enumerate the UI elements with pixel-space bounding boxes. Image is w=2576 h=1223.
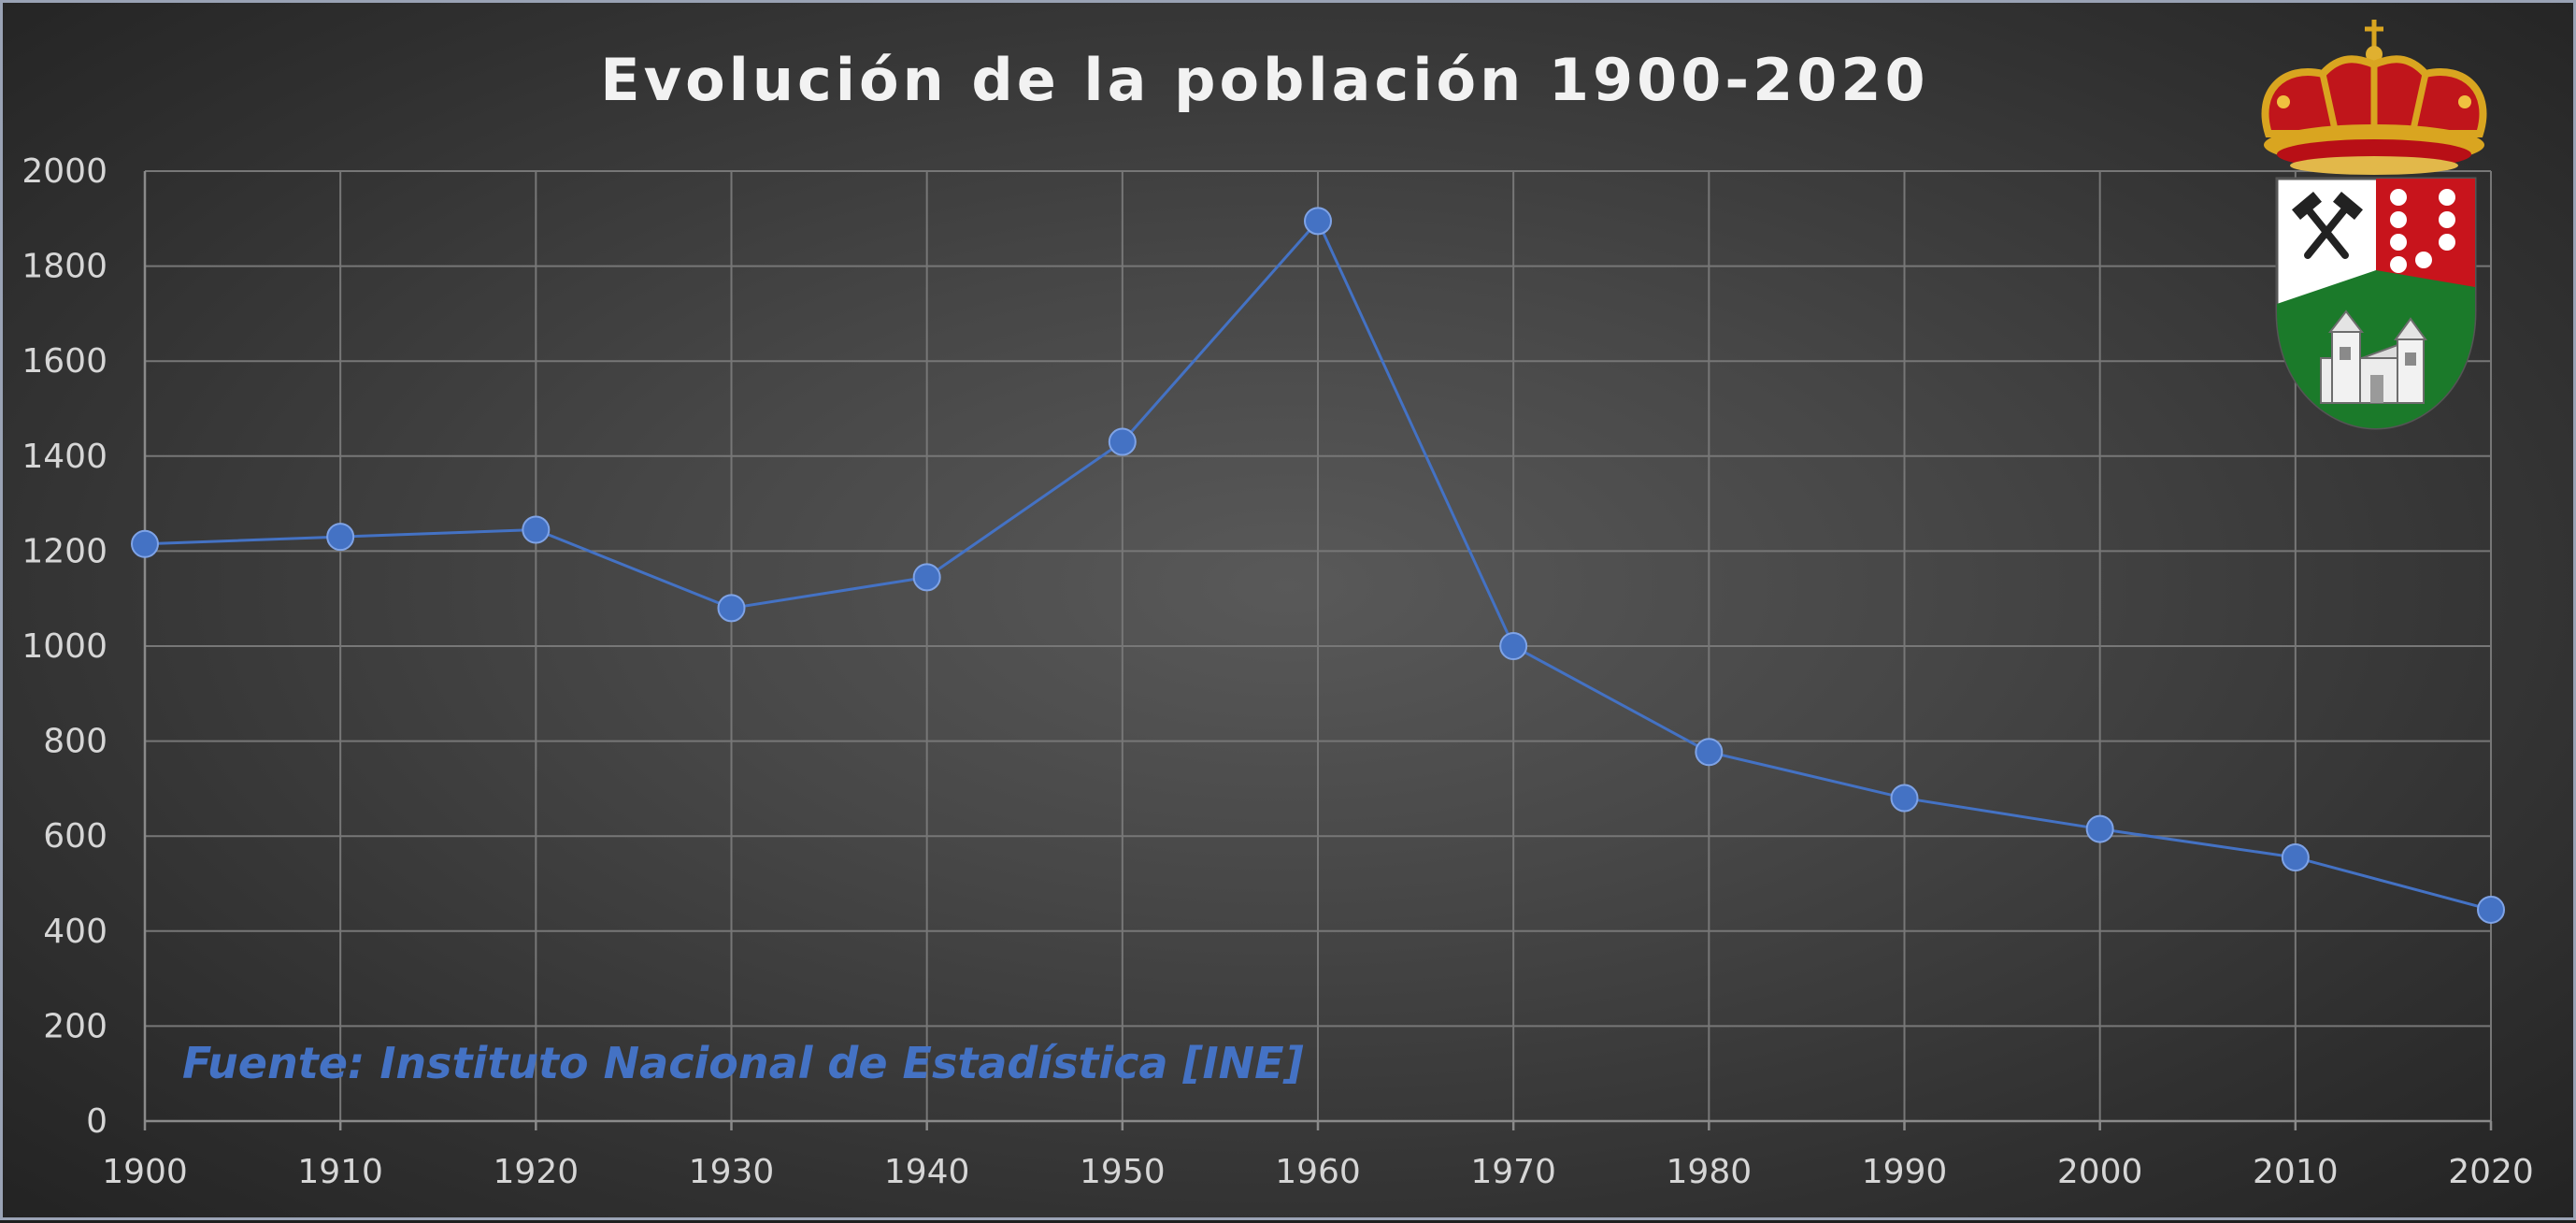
x-tick-label: 2000 xyxy=(2057,1153,2143,1191)
coat-of-arms-icon xyxy=(2261,20,2487,430)
x-tick-label: 2020 xyxy=(2448,1153,2534,1191)
y-tick-label: 0 xyxy=(86,1102,107,1141)
data-point-1940 xyxy=(912,563,941,592)
x-tick-label: 1970 xyxy=(1470,1153,1556,1191)
church-icon xyxy=(2320,309,2427,404)
data-point-1970 xyxy=(1499,632,1528,660)
y-tick-label: 1000 xyxy=(21,627,107,666)
y-tick-label: 1600 xyxy=(21,342,107,381)
line-chart: 0 200 400 600 800 1000 1200 1400 1600 1800 2000 19… xyxy=(21,20,2534,1191)
x-tick-label: 2010 xyxy=(2253,1153,2339,1191)
x-tick-label: 1930 xyxy=(689,1153,775,1191)
data-point-2010 xyxy=(2281,843,2310,872)
y-tick-labels: 0 200 400 600 800 1000 1200 1400 1600 1800 2000 xyxy=(21,152,107,1141)
series xyxy=(131,207,2505,924)
source-annotation: Fuente: Instituto Nacional de Estadístic… xyxy=(182,1038,1304,1088)
y-tick-label: 1200 xyxy=(21,532,107,570)
x-tick-label: 1920 xyxy=(494,1153,580,1191)
x-tick-label: 1950 xyxy=(1080,1153,1166,1191)
x-tick-label: 1910 xyxy=(297,1153,383,1191)
y-tick-label: 800 xyxy=(43,723,107,761)
data-point-1980 xyxy=(1695,738,1724,767)
y-tick-label: 400 xyxy=(43,913,107,951)
data-point-1930 xyxy=(717,594,746,623)
data-point-1990 xyxy=(1890,784,1919,813)
chart-title: Evolución de la población 1900-2020 xyxy=(600,46,1928,114)
data-point-1960 xyxy=(1304,207,1332,236)
data-point-1920 xyxy=(522,515,551,544)
x-tick-label: 1990 xyxy=(1862,1153,1948,1191)
y-tick-label: 200 xyxy=(43,1007,107,1045)
x-tick-label: 1940 xyxy=(884,1153,970,1191)
data-point-2020 xyxy=(2477,895,2505,924)
x-tick-label: 1900 xyxy=(102,1153,188,1191)
crown-icon xyxy=(2261,20,2487,175)
y-tick-label: 1800 xyxy=(21,248,107,286)
x-tick-label: 1960 xyxy=(1275,1153,1361,1191)
axes xyxy=(143,171,2493,1130)
y-tick-label: 600 xyxy=(43,817,107,856)
y-tick-label: 2000 xyxy=(21,152,107,191)
x-tick-label: 1980 xyxy=(1667,1153,1753,1191)
data-point-1910 xyxy=(326,523,355,552)
data-point-1900 xyxy=(131,529,159,558)
grid xyxy=(145,170,2492,1121)
data-point-2000 xyxy=(2085,814,2114,843)
y-tick-label: 1400 xyxy=(21,438,107,476)
x-tick-labels: 1900 1910 1920 1930 1940 1950 1960 1970 1980 1990… xyxy=(102,1153,2534,1191)
data-point-1950 xyxy=(1108,427,1137,456)
